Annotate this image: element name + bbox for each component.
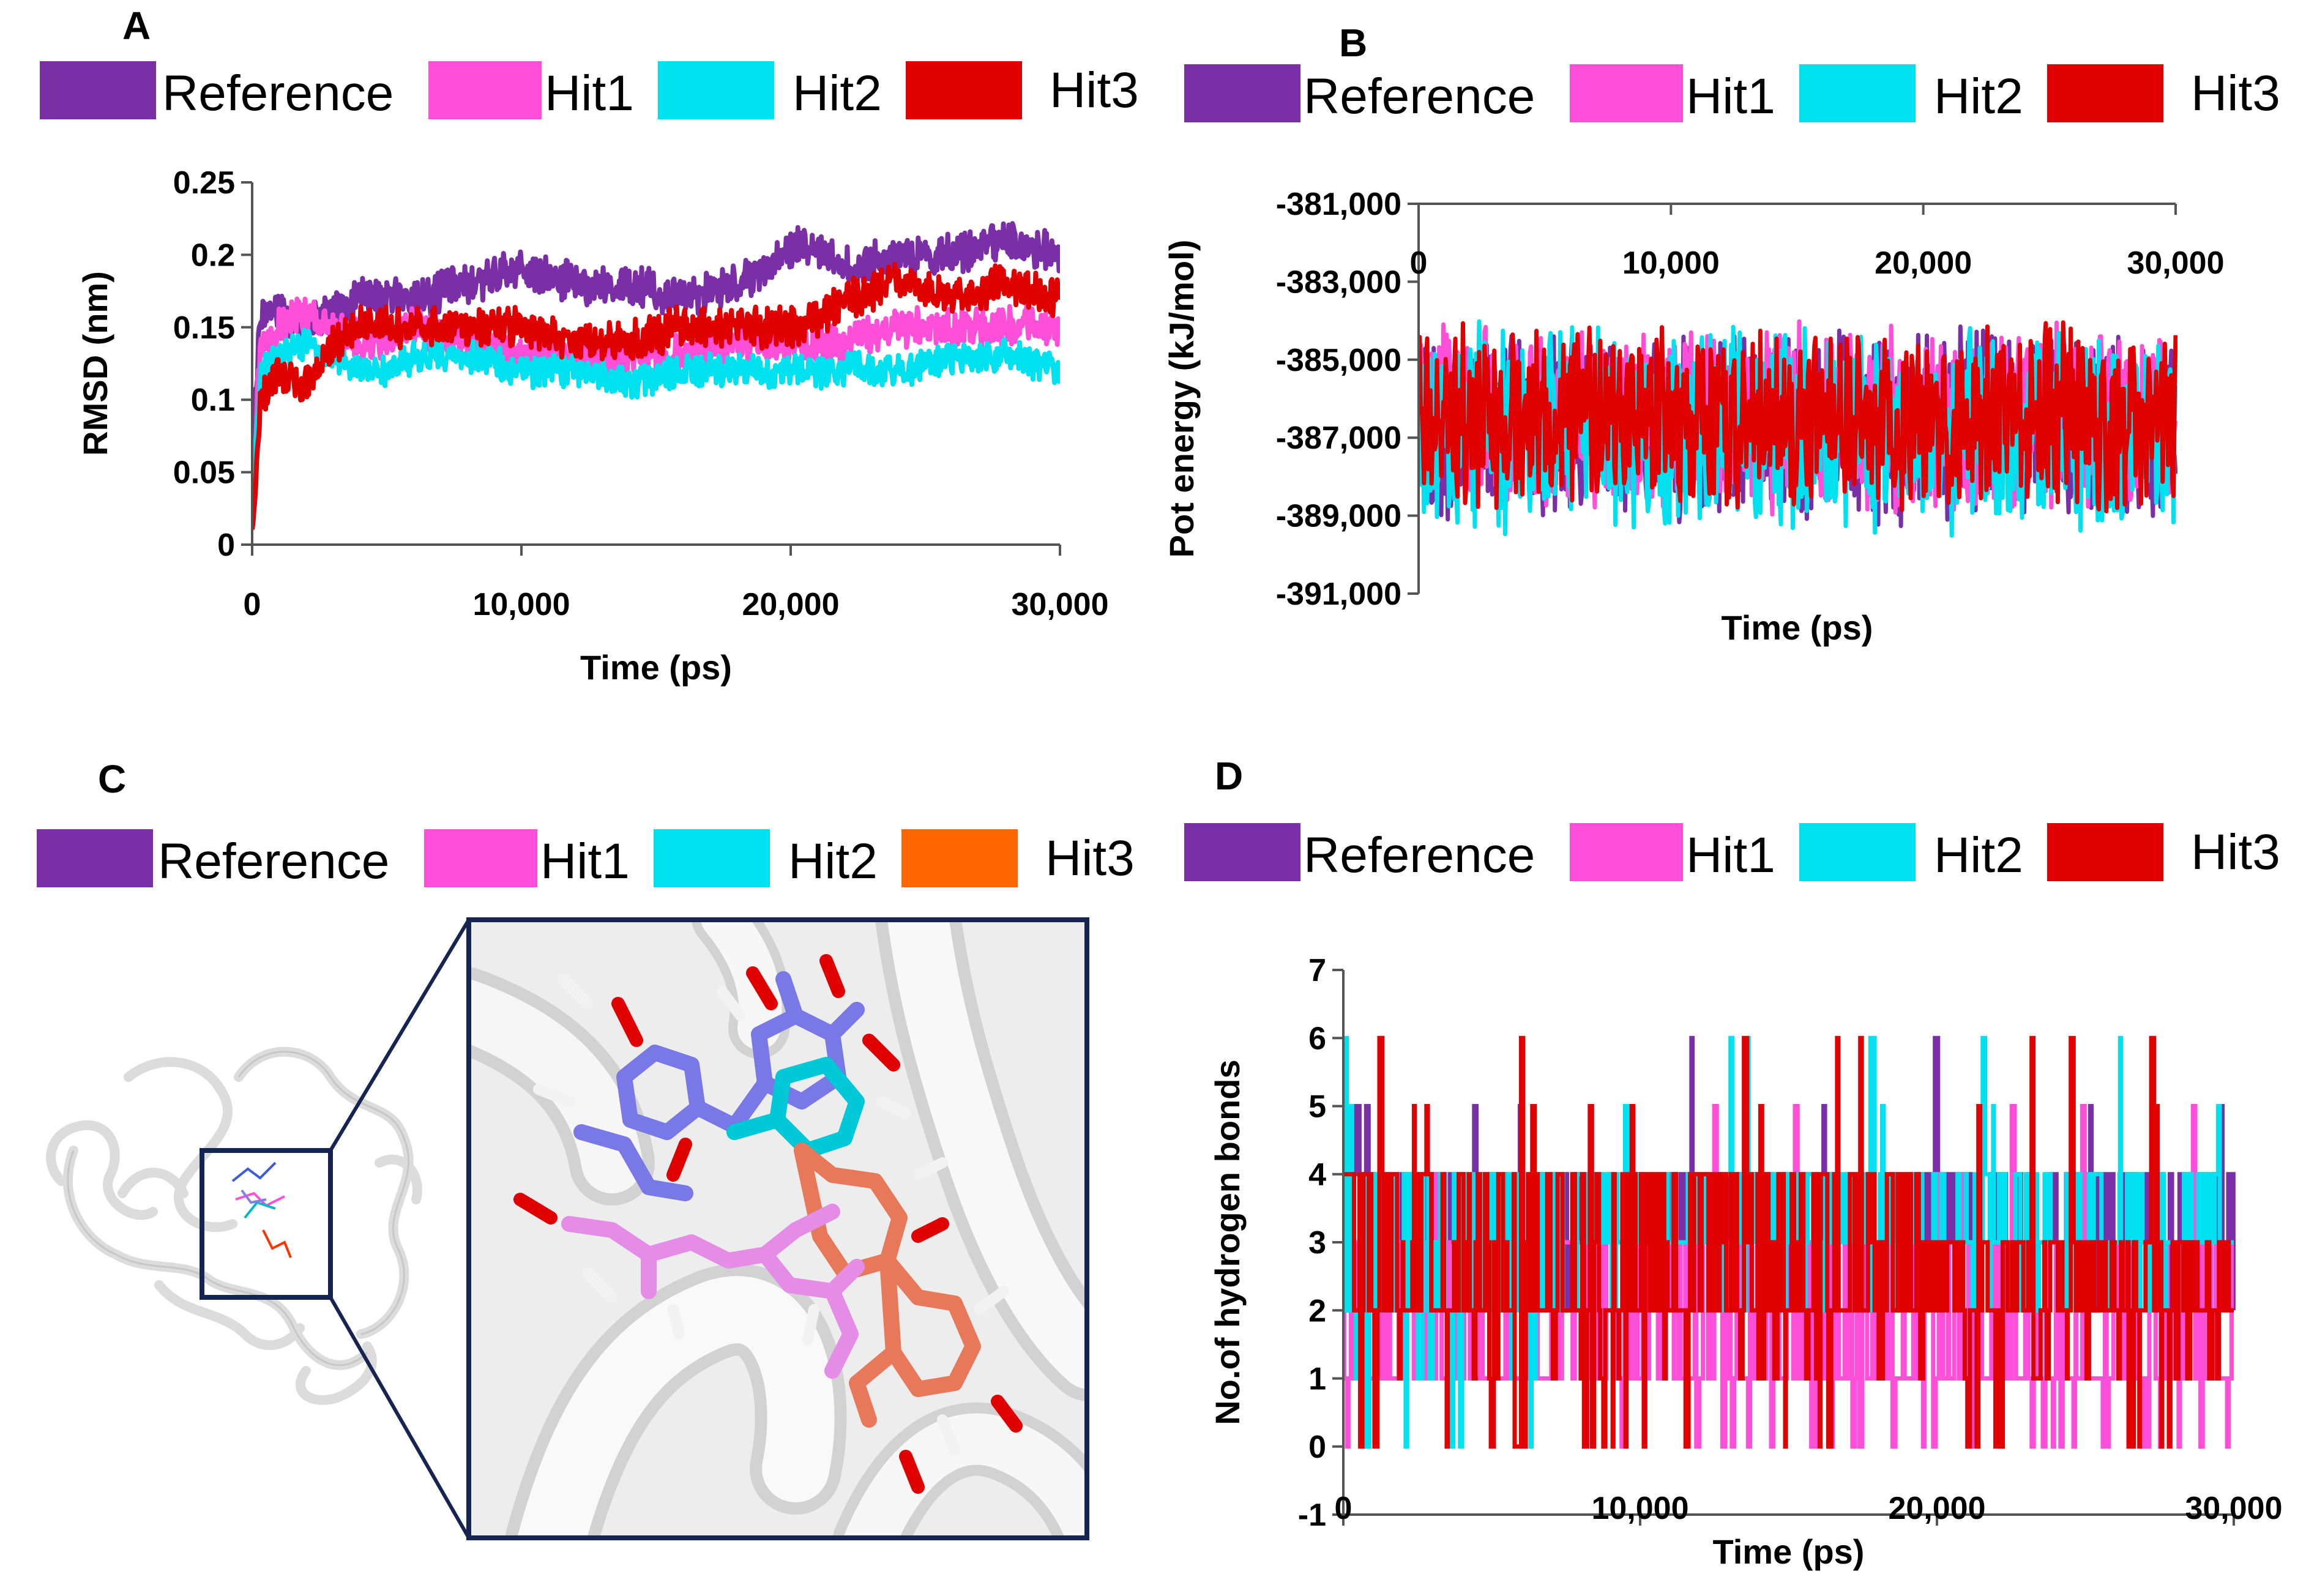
chart-a-x-tick-label: 20,000 bbox=[742, 587, 839, 622]
legend-d-label-hit2: Hit2 bbox=[1934, 827, 2023, 883]
legend-b-label-reference: Reference bbox=[1304, 69, 1535, 124]
legend-b-label-hit3: Hit3 bbox=[2191, 65, 2280, 121]
legend-a-swatch-hit2 bbox=[658, 61, 774, 119]
legend-c-label-hit2: Hit2 bbox=[788, 833, 878, 889]
panel-label-d: D bbox=[1215, 754, 1243, 798]
legend-a-label-reference: Reference bbox=[162, 65, 394, 121]
chart-d-x-tick-label: 30,000 bbox=[2185, 1491, 2282, 1526]
legend-c-swatch-reference bbox=[37, 829, 153, 887]
chart-d-y-tick-label: 7 bbox=[1308, 953, 1326, 988]
legend-c-swatch-hit1 bbox=[424, 829, 537, 887]
chart-d-y-tick-label: 4 bbox=[1308, 1157, 1326, 1193]
legend-b-swatch-reference bbox=[1184, 64, 1300, 122]
chart-a-x-tick-label: 10,000 bbox=[472, 587, 570, 622]
panel-label-a: A bbox=[122, 4, 151, 48]
legend-c-swatch-hit3 bbox=[901, 829, 1018, 887]
chart-a-rmsd: 0 0.05 0.1 0.15 0.2 0.25 0 10,000 20,000 30,000 T… bbox=[76, 165, 1109, 687]
chart-d-y-tick-label: 5 bbox=[1308, 1089, 1326, 1125]
legend-d-label-hit3: Hit3 bbox=[2191, 824, 2280, 880]
legend-a-swatch-hit3 bbox=[906, 61, 1022, 119]
panel-label-b: B bbox=[1339, 21, 1367, 65]
zoom-connector-top bbox=[329, 919, 471, 1152]
chart-a-series-hit3 bbox=[252, 261, 1060, 530]
chart-b-y-tick-label: -383,000 bbox=[1276, 264, 1401, 300]
chart-b-x-tick-label: 0 bbox=[1410, 245, 1428, 281]
legend-a: Reference Hit1 Hit2 Hit3 bbox=[40, 61, 1139, 121]
legend-c-swatch-hit2 bbox=[654, 829, 770, 887]
zoom-connector-bottom bbox=[329, 1296, 471, 1539]
chart-a-ylabel: RMSD (nm) bbox=[76, 271, 114, 456]
chart-b-y-tick-label: -385,000 bbox=[1276, 343, 1401, 378]
legend-b-swatch-hit3 bbox=[2047, 64, 2163, 122]
chart-a-x-tick-label: 30,000 bbox=[1011, 587, 1108, 622]
legend-a-swatch-hit1 bbox=[428, 61, 542, 119]
legend-a-label-hit1: Hit1 bbox=[545, 65, 634, 121]
chart-b-y-tick-label: -391,000 bbox=[1276, 576, 1401, 612]
zoom-frame bbox=[466, 917, 1089, 1540]
chart-d-ylabel: No.of hydrogen bonds bbox=[1208, 1059, 1247, 1425]
chart-a-series-hit2 bbox=[252, 327, 1060, 509]
zoom-region-box bbox=[200, 1148, 333, 1300]
legend-b-label-hit2: Hit2 bbox=[1934, 69, 2023, 124]
legend-c-label-reference: Reference bbox=[158, 833, 389, 889]
legend-a-label-hit2: Hit2 bbox=[793, 65, 882, 121]
chart-a-y-tick-label: 0 bbox=[217, 528, 235, 563]
panel-label-c: C bbox=[98, 757, 126, 801]
chart-b-xlabel: Time (ps) bbox=[1722, 608, 1873, 647]
chart-b-x-tick-label: 30,000 bbox=[2127, 245, 2224, 281]
chart-a-x-tick-label: 0 bbox=[244, 587, 261, 622]
protein-overview bbox=[46, 919, 471, 1539]
chart-d-y-tick-label: 3 bbox=[1308, 1225, 1326, 1261]
chart-b-y-tick-label: -387,000 bbox=[1276, 420, 1401, 456]
legend-c-label-hit1: Hit1 bbox=[540, 833, 630, 889]
chart-a-y-tick-label: 0.2 bbox=[191, 237, 235, 273]
chart-d-y-tick-label: 6 bbox=[1308, 1021, 1326, 1056]
chart-a-y-tick-label: 0.1 bbox=[191, 382, 235, 418]
legend-b: Reference Hit1 Hit2 Hit3 bbox=[1184, 64, 2280, 124]
chart-b-ylabel: Pot energy (kJ/mol) bbox=[1162, 240, 1201, 558]
chart-b-y-tick-label: -389,000 bbox=[1276, 499, 1401, 534]
chart-b-x-tick-label: 10,000 bbox=[1622, 245, 1720, 281]
legend-d-swatch-hit2 bbox=[1799, 823, 1916, 881]
chart-a-y-tick-label: 0.25 bbox=[173, 165, 235, 201]
chart-b-series-hit3 bbox=[1419, 320, 2177, 513]
chart-b-potential-energy: -381,000 -383,000 -385,000 -387,000 -389,000… bbox=[1162, 187, 2225, 647]
legend-d-swatch-reference bbox=[1184, 823, 1300, 881]
legend-b-swatch-hit2 bbox=[1799, 64, 1916, 122]
chart-d-y-tick-label: 2 bbox=[1308, 1293, 1326, 1329]
chart-b-y-tick-label: -381,000 bbox=[1276, 187, 1401, 222]
legend-d-swatch-hit1 bbox=[1570, 823, 1683, 881]
chart-d-y-tick-label: 1 bbox=[1308, 1362, 1326, 1397]
chart-d-y-tick-label: -1 bbox=[1298, 1497, 1326, 1533]
binding-site-zoom bbox=[466, 917, 1089, 1540]
chart-a-xlabel: Time (ps) bbox=[580, 648, 732, 687]
legend-c: Reference Hit1 Hit2 Hit3 bbox=[37, 829, 1135, 889]
legend-d-swatch-hit3 bbox=[2047, 823, 2163, 881]
legend-d-label-hit1: Hit1 bbox=[1686, 827, 1775, 883]
chart-d-xlabel: Time (ps) bbox=[1713, 1532, 1865, 1571]
chart-d-x-tick-label: 0 bbox=[1335, 1491, 1353, 1526]
chart-d-y-tick-label: 0 bbox=[1308, 1430, 1326, 1465]
legend-d-label-reference: Reference bbox=[1304, 827, 1535, 883]
legend-b-label-hit1: Hit1 bbox=[1686, 69, 1775, 124]
chart-b-x-tick-label: 20,000 bbox=[1875, 245, 1972, 281]
legend-b-swatch-hit1 bbox=[1570, 64, 1683, 122]
chart-d-x-tick-label: 20,000 bbox=[1888, 1491, 1985, 1526]
chart-a-y-tick-label: 0.05 bbox=[173, 455, 235, 491]
chart-a-series-reference bbox=[252, 221, 1060, 477]
legend-c-label-hit3: Hit3 bbox=[1045, 830, 1135, 886]
legend-a-label-hit3: Hit3 bbox=[1050, 62, 1139, 118]
chart-d-x-tick-label: 10,000 bbox=[1591, 1491, 1688, 1526]
chart-d-series-hit3 bbox=[1343, 1035, 2234, 1449]
legend-d: Reference Hit1 Hit2 Hit3 bbox=[1184, 823, 2280, 883]
legend-a-swatch-reference bbox=[40, 61, 156, 119]
chart-a-y-tick-label: 0.15 bbox=[173, 310, 235, 346]
